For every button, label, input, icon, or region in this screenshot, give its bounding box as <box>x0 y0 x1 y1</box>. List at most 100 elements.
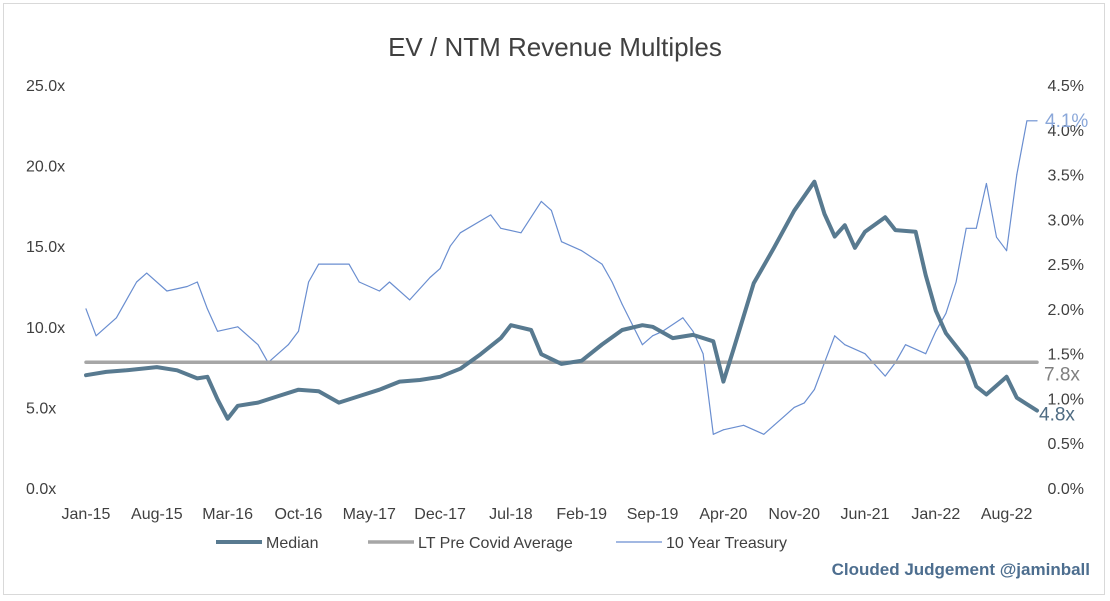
data-point <box>1026 403 1028 405</box>
data-point <box>419 379 421 381</box>
data-point <box>166 290 168 292</box>
data-point <box>429 277 431 278</box>
data-point <box>449 245 451 247</box>
data-point <box>824 213 825 215</box>
data-point <box>196 281 198 283</box>
data-point <box>965 358 967 360</box>
data-point <box>793 210 795 212</box>
data-point <box>834 236 836 237</box>
data-point <box>389 281 390 283</box>
data-point <box>1006 376 1008 378</box>
data-point <box>965 227 967 229</box>
x-tick-label: May-17 <box>343 506 396 523</box>
data-point <box>206 308 208 310</box>
left-tick-label: 0.0x <box>26 481 56 498</box>
data-point <box>378 290 380 292</box>
left-tick-label: 5.0x <box>26 400 56 417</box>
data-point <box>773 424 775 426</box>
data-point <box>601 263 603 265</box>
data-point <box>439 376 441 378</box>
data-point <box>378 389 380 391</box>
data-point <box>459 368 461 370</box>
data-point <box>500 337 502 339</box>
data-point <box>510 324 512 326</box>
data-point <box>834 335 836 337</box>
x-tick-label: Sep-19 <box>627 506 679 523</box>
data-point <box>955 281 957 283</box>
credit-text: Clouded Judgement @jaminball <box>832 560 1090 579</box>
x-tick-label: Jan-15 <box>62 506 111 523</box>
data-point <box>257 344 259 346</box>
right-tick-label: 1.0% <box>1048 391 1084 408</box>
data-point <box>783 415 785 417</box>
data-point <box>1006 250 1008 252</box>
data-point <box>115 317 117 319</box>
x-tick-label: Oct-16 <box>274 506 322 523</box>
data-point <box>864 231 866 233</box>
data-point <box>1036 120 1038 122</box>
data-point <box>985 394 987 395</box>
right-tick-label: 4.0% <box>1048 123 1084 140</box>
x-tick-label: Aug-22 <box>981 506 1033 523</box>
data-point <box>652 335 654 337</box>
data-point <box>186 286 188 287</box>
data-point <box>652 326 654 328</box>
data-point <box>500 227 502 229</box>
data-point <box>975 227 977 229</box>
data-point <box>530 329 532 331</box>
data-point <box>773 247 775 249</box>
data-point <box>85 308 87 310</box>
data-point <box>257 402 259 404</box>
data-point <box>733 348 734 350</box>
data-point <box>348 263 350 265</box>
x-tick-label: Nov-20 <box>768 506 820 523</box>
data-point <box>95 335 97 337</box>
data-point <box>743 424 745 426</box>
data-point <box>925 274 927 276</box>
right-tick-label: 4.5% <box>1048 78 1084 95</box>
left-tick-label: 15.0x <box>26 239 65 256</box>
data-point <box>308 281 310 283</box>
legend-label: LT Pre Covid Average <box>418 535 573 552</box>
data-point <box>702 353 704 355</box>
data-point <box>935 310 937 312</box>
data-point <box>277 395 279 397</box>
end-labels: 4.1% 7.8x 4.8x <box>1039 111 1088 426</box>
right-tick-label: 0.5% <box>1048 436 1084 453</box>
x-tick-label: Jun-21 <box>841 506 890 523</box>
x-axis: Jan-15 Aug-15 Mar-16 Oct-16 May-17 Dec-17 Jul-… <box>62 506 1033 523</box>
data-point <box>298 330 299 332</box>
data-point <box>996 236 997 238</box>
data-point <box>540 353 542 355</box>
data-point <box>480 353 482 355</box>
data-point <box>813 181 815 183</box>
median-end-label: 4.8x <box>1039 405 1075 426</box>
data-point <box>803 402 805 404</box>
data-point <box>217 330 218 332</box>
data-point <box>237 326 239 328</box>
right-tick-label: 3.5% <box>1048 168 1084 185</box>
right-axis: 0.0% 0.5% 1.0% 1.5% 2.0% 2.5% 3.0% 3.5% 4.0% 4.5% <box>1048 78 1084 498</box>
data-point <box>459 232 461 234</box>
chart-svg: EV / NTM Revenue Multiples 0.0x 5.0x 10.0x… <box>26 32 1090 579</box>
data-point <box>227 418 229 420</box>
left-tick-label: 25.0x <box>26 78 65 95</box>
data-point <box>318 390 320 392</box>
data-point <box>722 381 724 383</box>
data-point <box>712 433 714 435</box>
data-point <box>844 224 846 226</box>
x-tick-label: Aug-15 <box>131 506 183 523</box>
right-tick-label: 2.0% <box>1048 302 1084 319</box>
data-point <box>561 363 562 365</box>
legend-label: 10 Year Treasury <box>666 535 787 552</box>
data-point <box>894 229 896 231</box>
data-point <box>601 344 603 345</box>
right-tick-label: 3.0% <box>1048 212 1084 229</box>
data-point <box>206 376 208 378</box>
legend-label: Median <box>266 535 318 552</box>
treasury-end-label: 4.1% <box>1045 111 1088 132</box>
data-point <box>176 369 178 371</box>
data-point <box>975 385 977 387</box>
average-end-label: 7.8x <box>1044 364 1080 385</box>
data-point <box>884 216 886 218</box>
